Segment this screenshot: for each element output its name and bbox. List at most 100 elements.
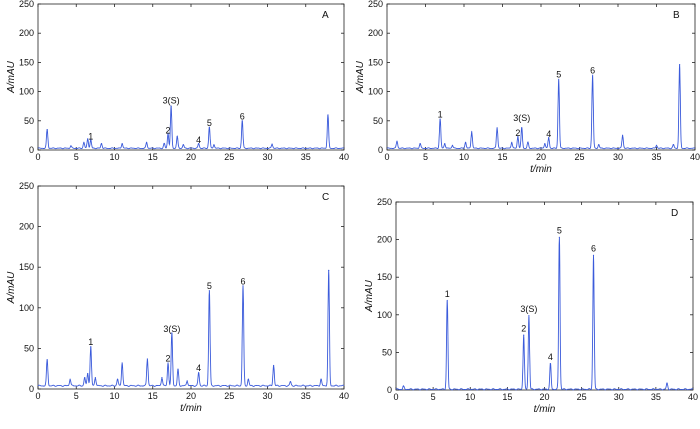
peak-apex: [247, 378, 249, 380]
peak-apex: [170, 105, 172, 107]
peak-apex: [679, 64, 681, 66]
peak-apex: [161, 377, 163, 379]
peak-apex: [549, 363, 552, 365]
peak-apex: [198, 142, 200, 145]
y-tick-label: 200: [377, 235, 392, 245]
y-tick-label: 0: [29, 384, 34, 394]
x-tick-label: 10: [109, 152, 119, 162]
peak-label: 2: [515, 128, 520, 138]
y-tick-label: 200: [19, 222, 34, 232]
peak-apex: [402, 385, 405, 387]
chart-panel-d: 0 5 10 15 20 25 30 35 40050100150200250t/minA/mA…: [364, 197, 698, 415]
plot-frame: [386, 3, 696, 151]
peak-apex: [273, 364, 275, 367]
x-tick-label: 40: [690, 152, 700, 162]
x-tick-label: 0: [384, 152, 389, 162]
peak-apex: [163, 142, 165, 145]
peak-apex: [528, 314, 530, 317]
y-tick-label: 150: [19, 57, 34, 67]
peak-apex: [87, 138, 89, 140]
x-tick-label: 35: [651, 392, 661, 402]
y-axis-title: A/mAU: [6, 60, 17, 93]
chart-panel-c: 0 5 10 15 20 25 30 35 40050100150200250t/minA/mA…: [6, 181, 349, 414]
peak-apex: [182, 144, 184, 146]
y-axis-title: A/mAU: [6, 271, 17, 304]
peak-label: 6: [240, 112, 245, 122]
peak-apex: [471, 131, 473, 133]
peak-label: 5: [207, 281, 212, 291]
peak-label: 1: [438, 109, 443, 119]
x-tick-label: 15: [502, 392, 512, 402]
x-tick-label: 0: [393, 392, 398, 402]
peak-apex: [242, 285, 244, 287]
peak-label: 5: [207, 118, 212, 128]
peak-apex: [655, 144, 658, 146]
y-tick-label: 150: [19, 262, 34, 272]
x-tick-label: 40: [339, 391, 349, 401]
x-tick-label: 15: [148, 391, 158, 401]
x-tick-label: 20: [539, 392, 549, 402]
x-tick-label: 10: [109, 391, 119, 401]
peak-label: 2: [166, 353, 171, 363]
x-tick-label: 20: [186, 152, 196, 162]
x-tick-label: 40: [339, 152, 349, 162]
peak-label: 6: [590, 65, 595, 75]
x-tick-label: 25: [574, 152, 584, 162]
peak-apex: [46, 128, 48, 131]
x-tick-label: 35: [301, 152, 311, 162]
peak-apex: [591, 74, 594, 76]
x-tick-label: 5: [423, 152, 428, 162]
x-tick-label: 10: [465, 392, 475, 402]
peak-apex: [46, 359, 48, 361]
plot-frame: [37, 185, 345, 390]
peak-label: 1: [445, 289, 450, 299]
x-axis-title: t/min: [180, 403, 202, 414]
peak-apex: [70, 145, 72, 147]
y-axis-title: A/mAU: [355, 60, 366, 93]
peak-apex: [87, 372, 89, 375]
peak-apex: [666, 382, 668, 384]
x-tick-label: 40: [688, 392, 698, 402]
peak-apex: [90, 139, 92, 141]
peak-label: 6: [591, 244, 596, 254]
peak-apex: [521, 127, 523, 129]
peak-apex: [176, 135, 178, 138]
peak-apex: [328, 269, 330, 272]
x-tick-label: 25: [577, 392, 587, 402]
peak-label: 4: [546, 129, 551, 139]
peak-apex: [558, 236, 560, 238]
peak-apex: [171, 332, 173, 334]
peak-apex: [598, 144, 600, 146]
panel-letter: B: [673, 10, 680, 21]
panel-letter: D: [671, 208, 678, 219]
peak-label: 5: [557, 226, 562, 236]
peak-apex: [116, 378, 119, 380]
peak-apex: [419, 142, 421, 145]
peak-apex: [672, 144, 675, 146]
peak-label: 4: [548, 352, 553, 362]
peak-apex: [84, 377, 86, 379]
x-axis-title: t/min: [534, 404, 556, 415]
peak-apex: [558, 78, 560, 80]
chart-panel-a: 0 5 10 15 20 25 30 35 40 0 50 100 150 200 250 A/mAU A 1 2 3…: [6, 0, 349, 162]
chromatogram-line: [37, 105, 345, 150]
y-tick-label: 0: [387, 385, 392, 395]
peak-label: 4: [196, 363, 201, 373]
peak-label: 4: [196, 135, 201, 145]
x-tick-label: 5: [74, 152, 79, 162]
y-tick-label: 100: [19, 303, 34, 313]
x-tick-label: 0: [35, 152, 40, 162]
peak-apex: [208, 290, 210, 292]
peak-apex: [69, 378, 71, 380]
x-tick-label: 5: [431, 392, 436, 402]
x-tick-label: 30: [262, 152, 272, 162]
x-tick-label: 25: [224, 391, 234, 401]
peak-label: 6: [241, 276, 246, 286]
x-tick-label: 20: [186, 391, 196, 401]
plot-frame: [395, 201, 694, 391]
x-tick-label: 30: [613, 152, 623, 162]
peak-apex: [289, 381, 292, 383]
x-axis-title: t/min: [530, 164, 552, 175]
y-tick-label: 250: [19, 0, 34, 9]
